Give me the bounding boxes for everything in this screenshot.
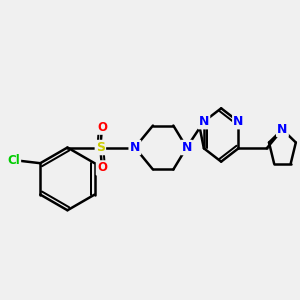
Text: S: S: [96, 141, 105, 154]
Text: N: N: [182, 141, 192, 154]
Text: N: N: [233, 115, 244, 128]
Text: O: O: [97, 121, 107, 134]
Text: O: O: [97, 161, 107, 174]
Text: Cl: Cl: [7, 154, 20, 166]
Text: N: N: [199, 115, 209, 128]
Text: N: N: [277, 123, 288, 136]
Text: N: N: [130, 141, 140, 154]
